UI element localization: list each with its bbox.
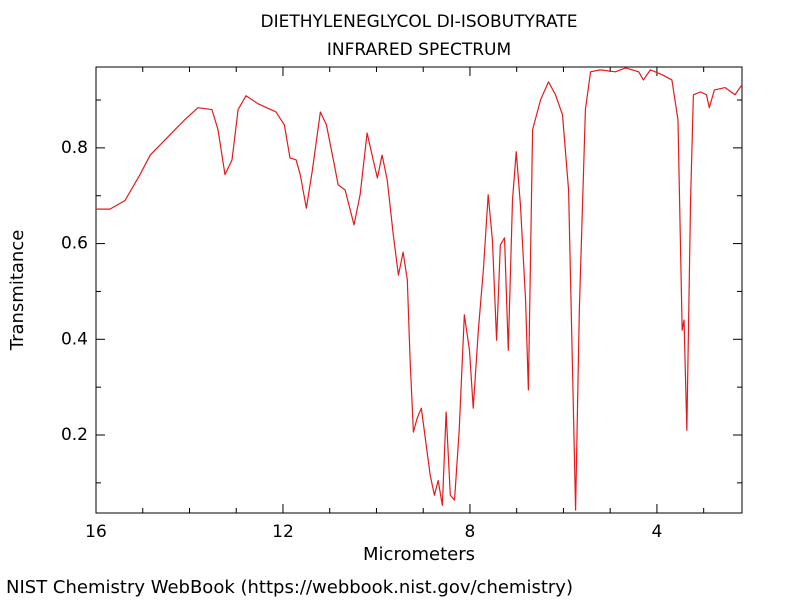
chart-title: DIETHYLENEGLYCOL DI-ISOBUTYRATE — [261, 12, 578, 32]
x-tick-label: 8 — [465, 522, 476, 542]
x-axis-label: Micrometers — [363, 544, 475, 565]
chart-subtitle: INFRARED SPECTRUM — [327, 40, 511, 60]
x-tick-label: 12 — [272, 522, 294, 542]
y-tick-label: 0.4 — [61, 329, 88, 349]
y-axis-label: Transmitance — [7, 230, 28, 352]
spectrum-line — [96, 67, 743, 511]
plot-frame — [95, 66, 743, 514]
y-tick-label: 0.8 — [61, 138, 88, 158]
source-note: NIST Chemistry WebBook (https://webbook.… — [6, 577, 573, 598]
x-tick-label: 4 — [652, 522, 663, 542]
y-tick-label: 0.6 — [61, 234, 88, 254]
x-tick-label: 16 — [85, 522, 107, 542]
y-tick-label: 0.2 — [61, 425, 88, 445]
